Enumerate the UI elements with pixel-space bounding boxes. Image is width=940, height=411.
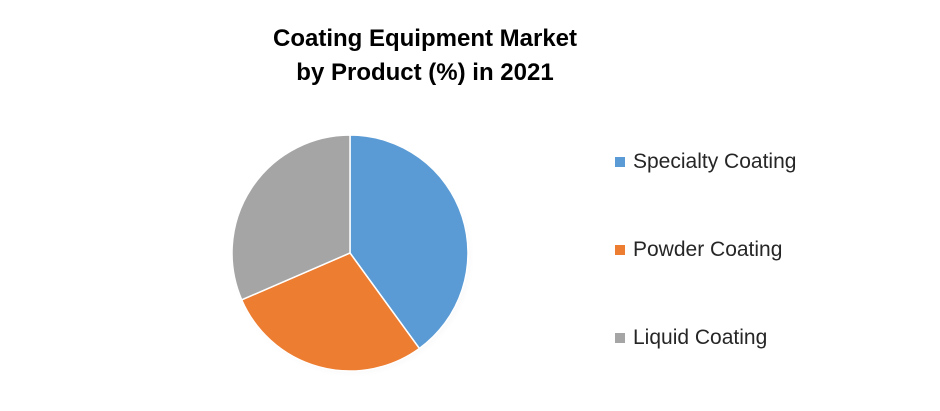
legend-swatch-specialty-coating — [615, 157, 625, 167]
legend-swatch-powder-coating — [615, 245, 625, 255]
legend-label-liquid-coating: Liquid Coating — [633, 326, 768, 349]
legend-item-powder-coating: Powder Coating — [615, 235, 782, 265]
chart-title-line-1: Coating Equipment Market — [272, 25, 578, 52]
legend-swatch-liquid-coating — [615, 333, 625, 343]
legend-item-liquid-coating: Liquid Coating — [615, 323, 767, 353]
pie-slice-liquid-coating — [231, 134, 351, 301]
chart-title: Coating Equipment Market by Product (%) … — [225, 22, 625, 90]
legend-label-specialty-coating: Specialty Coating — [633, 150, 797, 173]
pie-slice-powder-coating — [240, 252, 421, 372]
legend-label-powder-coating: Powder Coating — [633, 238, 783, 261]
legend-item-specialty-coating: Specialty Coating — [615, 147, 796, 177]
pie-slices — [231, 134, 469, 372]
chart-title-line-2: by Product (%) in 2021 — [296, 59, 554, 86]
pie-slice-specialty-coating — [349, 134, 469, 350]
